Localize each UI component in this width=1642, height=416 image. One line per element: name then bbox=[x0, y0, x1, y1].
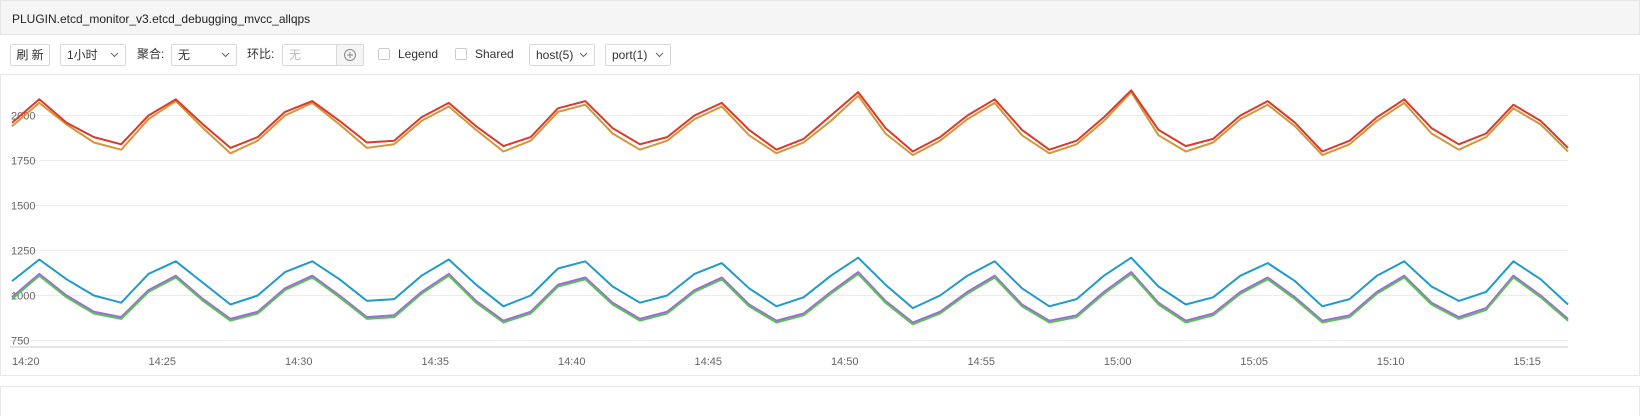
plus-icon bbox=[344, 49, 356, 61]
x-tick-label: 14:30 bbox=[285, 356, 313, 368]
host-value: host(5) bbox=[536, 48, 574, 62]
host-select[interactable]: host(5) bbox=[529, 44, 595, 66]
chevron bbox=[110, 52, 119, 58]
range-select[interactable]: 1小时 bbox=[60, 44, 126, 66]
y-tick-label: 1500 bbox=[11, 201, 35, 213]
y-tick-label: 1750 bbox=[11, 156, 35, 168]
chevron bbox=[579, 52, 588, 58]
x-tick-label: 14:40 bbox=[558, 356, 586, 368]
agg-label: 聚合: bbox=[137, 47, 165, 61]
x-tick-label: 14:45 bbox=[694, 356, 722, 368]
x-tick-label: 14:35 bbox=[421, 356, 449, 368]
agg-select[interactable]: 无 bbox=[171, 44, 237, 66]
x-tick-label: 15:10 bbox=[1377, 356, 1405, 368]
x-tick-label: 15:00 bbox=[1104, 356, 1132, 368]
next-panel bbox=[0, 386, 1640, 416]
series-line bbox=[11, 89, 1569, 153]
refresh-button[interactable]: 刷 新 bbox=[10, 44, 50, 66]
legend-checkbox[interactable] bbox=[378, 48, 390, 60]
agg-value: 无 bbox=[178, 48, 191, 62]
y-tick-label: 750 bbox=[11, 336, 29, 348]
series-line bbox=[11, 91, 1569, 157]
panel-header: PLUGIN.etcd_monitor_v3.etcd_debugging_mv… bbox=[0, 0, 1640, 35]
shared-label: Shared bbox=[475, 47, 514, 61]
series-line bbox=[11, 256, 1569, 310]
add-compare-button[interactable] bbox=[336, 44, 364, 66]
port-select[interactable]: port(1) bbox=[605, 44, 671, 66]
x-tick-label: 14:50 bbox=[831, 356, 859, 368]
port-value: port(1) bbox=[612, 48, 648, 62]
x-tick-label: 15:05 bbox=[1240, 356, 1268, 368]
series-line bbox=[11, 272, 1569, 326]
compare-label: 环比: bbox=[247, 47, 275, 61]
y-tick-label: 1250 bbox=[11, 246, 35, 258]
range-value: 1小时 bbox=[67, 48, 98, 62]
chevron bbox=[655, 52, 664, 58]
legend-label: Legend bbox=[398, 47, 439, 61]
chart-panel bbox=[0, 74, 1640, 376]
x-tick-label: 14:20 bbox=[12, 356, 40, 368]
x-tick-label: 14:25 bbox=[148, 356, 176, 368]
x-tick-label: 15:15 bbox=[1513, 356, 1541, 368]
series-line bbox=[11, 271, 1569, 324]
shared-checkbox[interactable] bbox=[455, 48, 467, 60]
chevron bbox=[221, 52, 230, 58]
compare-input[interactable]: 无 bbox=[282, 44, 337, 66]
x-tick-label: 14:55 bbox=[967, 356, 995, 368]
panel-title: PLUGIN.etcd_monitor_v3.etcd_debugging_mv… bbox=[12, 12, 311, 26]
